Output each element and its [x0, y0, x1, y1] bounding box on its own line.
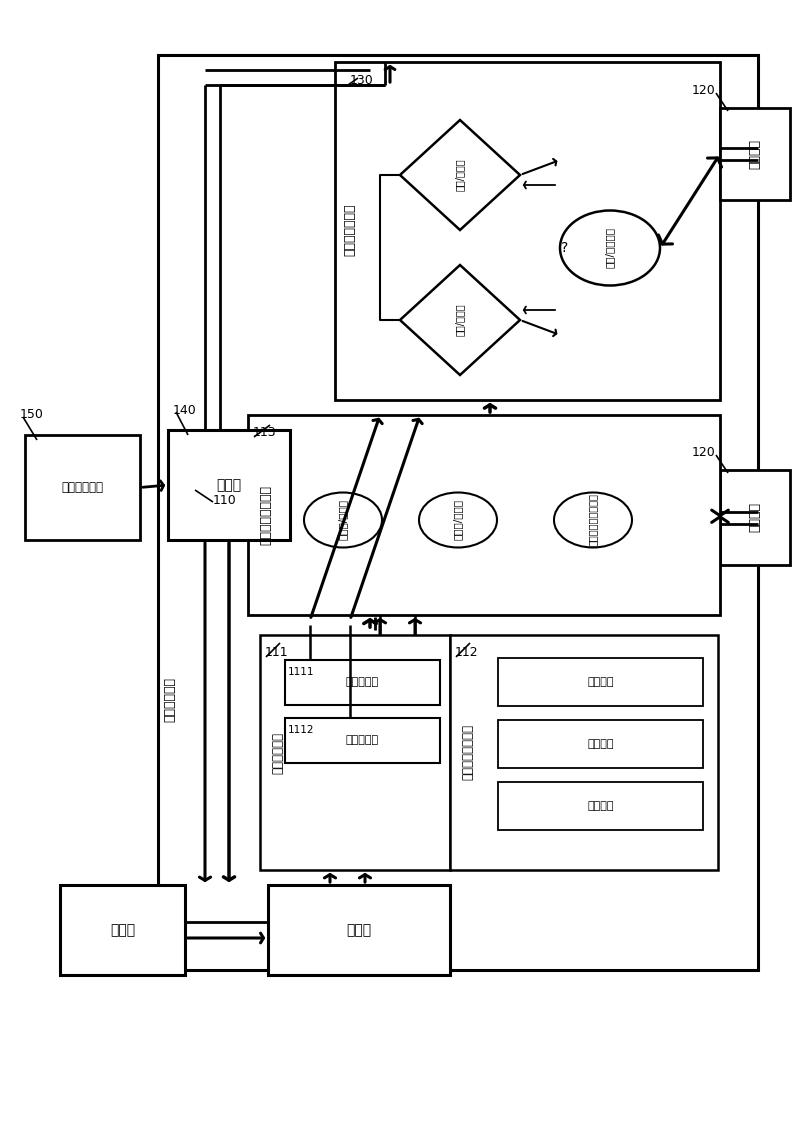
Text: 电动机: 电动机 [110, 923, 135, 937]
Text: 通讯模块: 通讯模块 [749, 502, 762, 532]
Bar [720, 470, 790, 565]
Text: 111: 111 [265, 647, 289, 660]
Bar [268, 885, 450, 975]
Text: 功图量油单元: 功图量油单元 [163, 678, 177, 723]
Text: 产液量/泵效等: 产液量/泵效等 [453, 499, 463, 540]
Bar [248, 415, 720, 615]
Text: 130: 130 [350, 73, 374, 86]
Bar [450, 635, 718, 871]
Text: 井身参数: 井身参数 [587, 677, 614, 687]
Text: 1112: 1112 [288, 725, 314, 735]
Text: 杆柱组合: 杆柱组合 [587, 739, 614, 749]
Text: 位移传感器: 位移传感器 [346, 735, 379, 746]
Text: 变频器: 变频器 [217, 478, 242, 492]
Text: 150: 150 [20, 408, 44, 421]
Bar [168, 430, 290, 540]
Text: 信号采集模块: 信号采集模块 [271, 732, 285, 773]
Bar [158, 55, 758, 970]
Bar [285, 660, 440, 705]
Text: 数据分析处理模块: 数据分析处理模块 [259, 485, 273, 545]
Text: 冲次调节单片机: 冲次调节单片机 [343, 204, 357, 256]
Bar [285, 718, 440, 763]
Bar [498, 720, 703, 768]
Text: 抽油机: 抽油机 [346, 923, 371, 937]
Text: 液体特性: 液体特性 [587, 801, 614, 811]
Bar [25, 435, 140, 540]
Text: 发速/接收端: 发速/接收端 [455, 304, 465, 336]
Text: 120: 120 [691, 84, 715, 96]
Text: 通讯模块: 通讯模块 [749, 139, 762, 169]
Text: 120: 120 [691, 445, 715, 459]
Text: 示功图/悬功图: 示功图/悬功图 [338, 499, 348, 540]
Text: 停机/调节冲次: 停机/调节冲次 [605, 227, 615, 268]
Ellipse shape [560, 211, 660, 286]
Ellipse shape [419, 492, 497, 547]
Ellipse shape [304, 492, 382, 547]
Text: ?: ? [562, 241, 569, 255]
Text: 继电控制单元: 继电控制单元 [62, 481, 103, 494]
Text: 110: 110 [213, 493, 237, 507]
Polygon shape [400, 120, 520, 231]
Text: 113: 113 [253, 427, 277, 439]
Bar [720, 108, 790, 200]
Text: 发速/接收端: 发速/接收端 [455, 158, 465, 192]
Bar [498, 658, 703, 707]
Text: 1111: 1111 [288, 668, 314, 677]
Bar [335, 62, 720, 400]
Text: 载荷传感器: 载荷传感器 [346, 678, 379, 687]
Bar [498, 782, 703, 830]
Text: 故障报警、诊析处理: 故障报警、诊析处理 [588, 493, 598, 546]
Ellipse shape [554, 492, 632, 547]
Bar [260, 635, 450, 871]
Text: 油井参数输入模块: 油井参数输入模块 [462, 725, 474, 780]
Polygon shape [400, 265, 520, 375]
Text: 140: 140 [173, 404, 197, 416]
Text: 112: 112 [455, 647, 478, 660]
Bar [60, 885, 185, 975]
